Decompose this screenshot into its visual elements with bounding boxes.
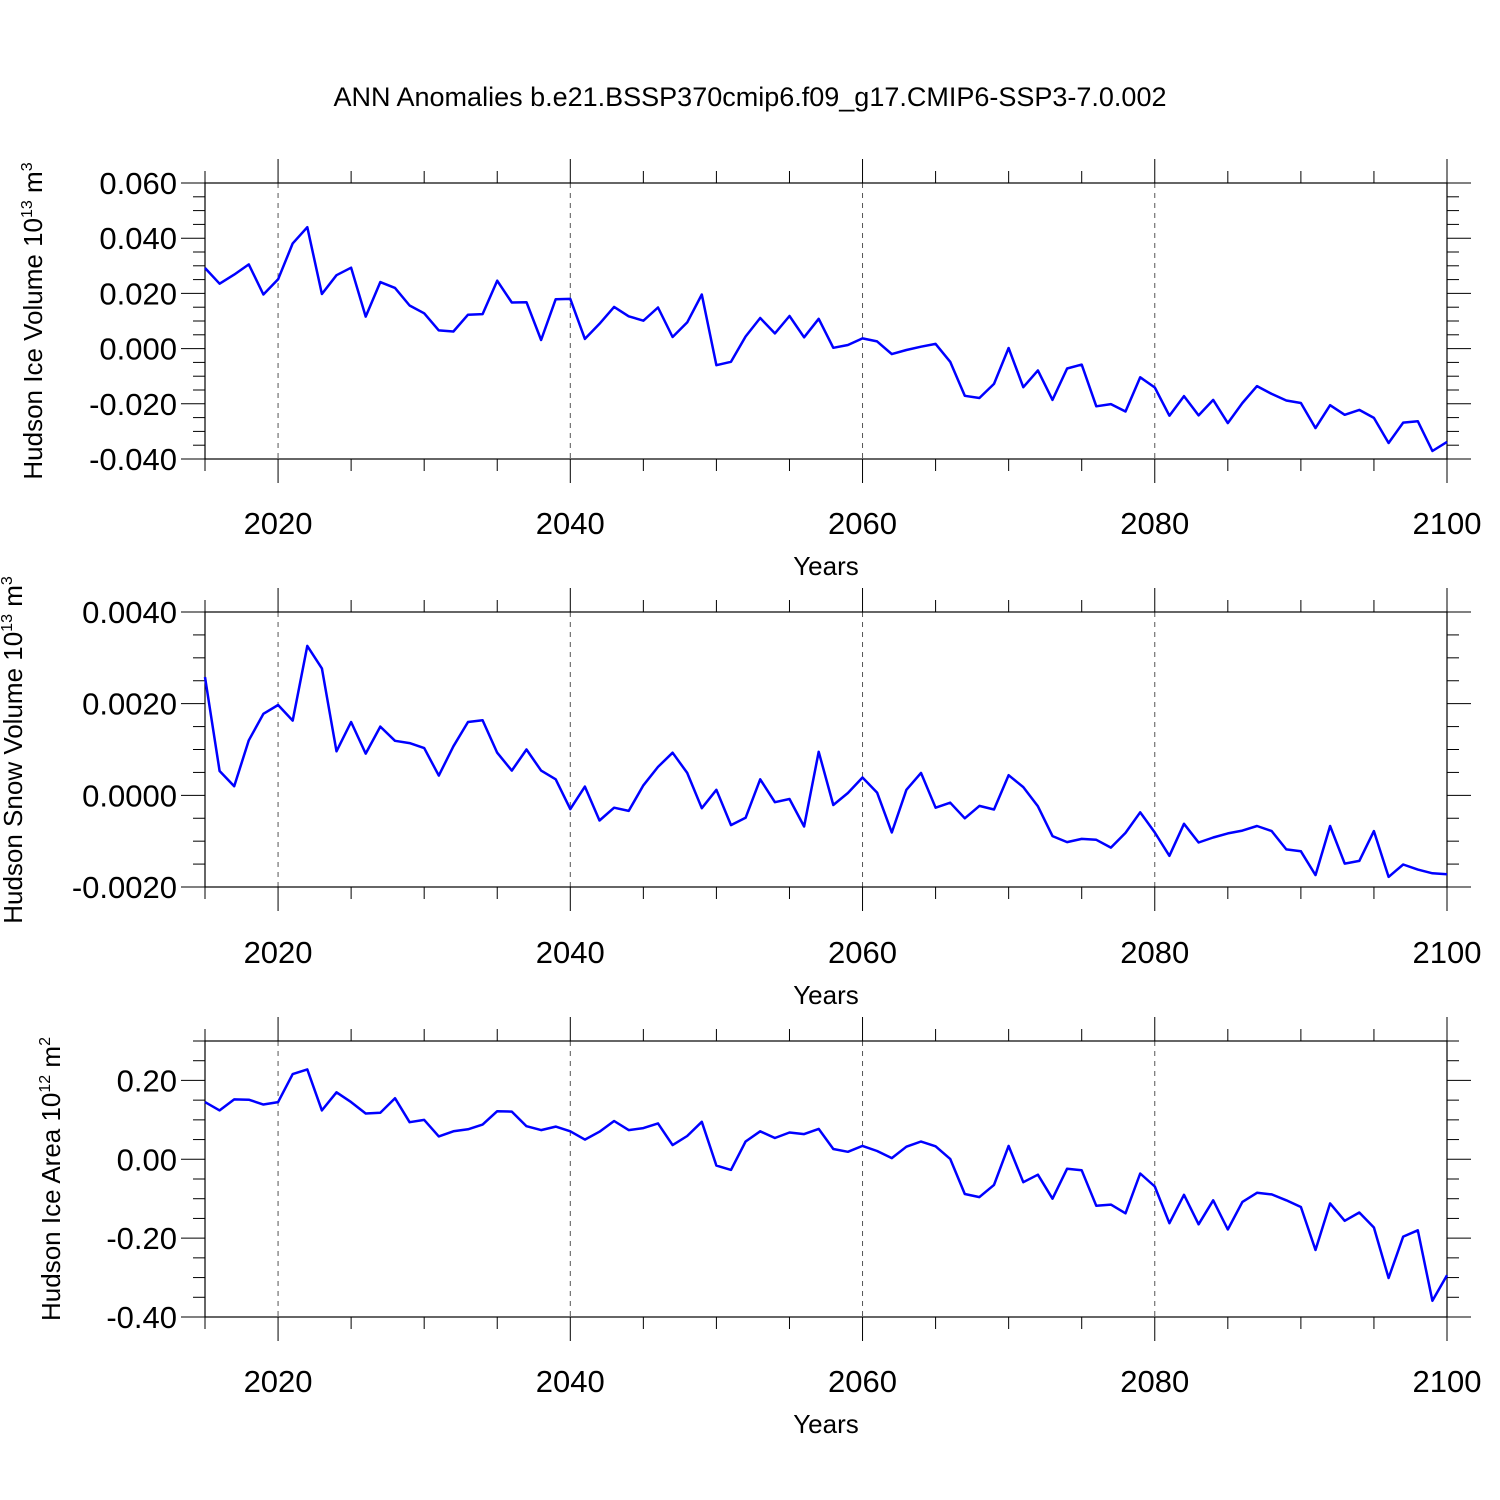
x-axis-label: Years (793, 551, 859, 581)
x-tick-label: 2040 (536, 506, 605, 541)
x-tick-label: 2100 (1413, 1364, 1482, 1399)
y-axis-label: Hudson Ice Volume 1013 m3 (18, 162, 48, 479)
y-tick-label: 0.0020 (82, 687, 177, 722)
plot-frame (204, 611, 1448, 888)
x-tick-label: 2020 (244, 506, 313, 541)
x-tick-label: 2040 (536, 935, 605, 970)
x-tick-label: 2060 (828, 506, 897, 541)
series-line (204, 225, 1448, 453)
y-tick-label: 0.0000 (82, 778, 177, 813)
x-tick-label: 2100 (1413, 506, 1482, 541)
y-tick-label: 0.000 (99, 332, 177, 367)
y-tick-label: 0.020 (99, 276, 177, 311)
plot-frame (204, 182, 1448, 460)
y-tick-label: 0.20 (117, 1063, 177, 1098)
y-axis-label: Hudson Ice Area 1012 m2 (36, 1037, 66, 1321)
chart-panel-2: 0.0040 0.0020 0.0000 -0.0020 2020 2040 2060 208… (0, 576, 1481, 1010)
x-tick-label: 2100 (1413, 935, 1482, 970)
y-tick-label: 0.040 (99, 221, 177, 256)
x-tick-label: 2080 (1120, 506, 1189, 541)
y-tick-label: 0.060 (99, 166, 177, 201)
series-line (203, 644, 1448, 879)
x-tick-label: 2080 (1120, 1364, 1189, 1399)
plot-frame (204, 1040, 1448, 1318)
y-tick-label: 0.0040 (82, 595, 177, 630)
y-tick-label: -0.20 (106, 1221, 177, 1256)
x-tick-label: 2020 (244, 1364, 313, 1399)
chart-panel-1: 0.060 0.040 0.020 0.000 -0.020 -0.040 2020 2040… (18, 159, 1481, 581)
x-tick-label: 2040 (536, 1364, 605, 1399)
y-axis-label: Hudson Snow Volume 1013 m3 (0, 576, 28, 924)
x-tick-label: 2060 (828, 935, 897, 970)
y-tick-label: -0.040 (89, 442, 177, 477)
chart-panel-3: 0.20 0.00 -0.20 -0.40 2020 2040 2060 2080 2100 Ye… (36, 1017, 1481, 1439)
y-tick-label: 0.00 (117, 1142, 177, 1177)
x-axis-label: Years (793, 980, 859, 1010)
y-tick-label: -0.0020 (72, 870, 177, 905)
chart-title: ANN Anomalies b.e21.BSSP370cmip6.f09_g17… (333, 82, 1167, 112)
x-tick-label: 2060 (828, 1364, 897, 1399)
x-axis-label: Years (793, 1409, 859, 1439)
y-tick-label: -0.020 (89, 387, 177, 422)
series-line (204, 1068, 1449, 1303)
x-tick-label: 2020 (244, 935, 313, 970)
x-tick-label: 2080 (1120, 935, 1189, 970)
y-tick-label: -0.40 (106, 1300, 177, 1335)
